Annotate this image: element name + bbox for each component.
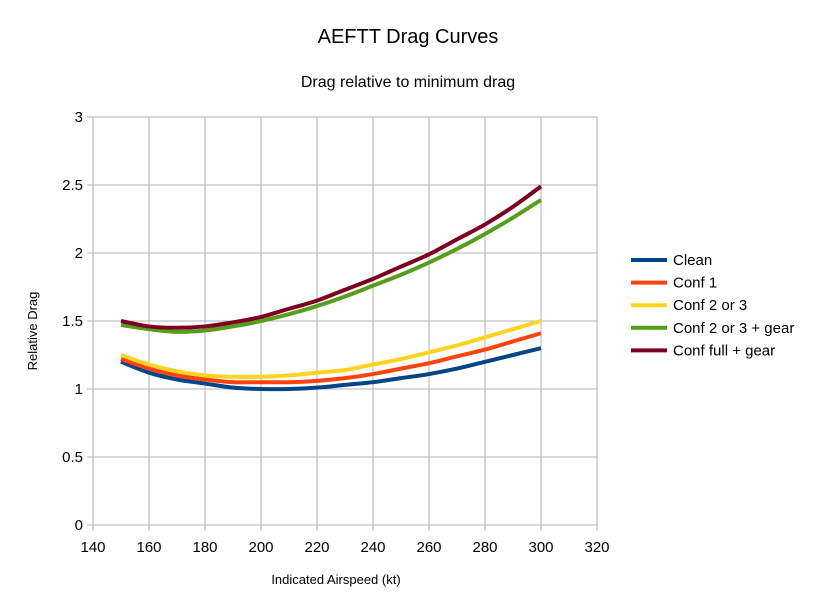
y-tick-label: 1: [75, 381, 83, 398]
x-axis-label: Indicated Airspeed (kt): [271, 572, 400, 587]
y-tick-label: 2: [75, 245, 83, 262]
legend-label: Conf 2 or 3: [673, 297, 747, 314]
series-line-0: [120, 346, 542, 392]
series-line-1: [120, 331, 542, 385]
x-tick-label: 300: [528, 539, 553, 556]
x-tick-label: 240: [360, 539, 385, 556]
x-tick-label: 280: [472, 539, 497, 556]
x-tick-labels: 140 160 180 200 220 240 260 280 300 320: [80, 539, 609, 556]
series-line-3: [120, 198, 543, 334]
legend: Clean Conf 1 Conf 2 or 3 Conf 2 or 3 + gear…: [631, 252, 794, 359]
x-tick-label: 140: [80, 539, 105, 556]
series-line-4: [120, 184, 543, 330]
series-lines: [120, 184, 543, 392]
x-tick-label: 320: [584, 539, 609, 556]
x-tick-label: 160: [136, 539, 161, 556]
gridlines: [87, 116, 598, 531]
legend-label: Conf full + gear: [673, 342, 775, 359]
x-tick-label: 260: [416, 539, 441, 556]
legend-label: Conf 1: [673, 275, 717, 292]
y-tick-label: 1.5: [62, 313, 83, 330]
legend-label: Clean: [673, 252, 712, 269]
chart-subtitle: Drag relative to minimum drag: [301, 74, 515, 91]
plot-area-border: [92, 116, 598, 526]
legend-label: Conf 2 or 3 + gear: [673, 320, 794, 337]
series-line-2: [120, 319, 542, 379]
y-tick-labels: 0 0.5 1 1.5 2 2.5 3: [62, 109, 83, 534]
y-tick-label: 0: [75, 517, 83, 534]
x-tick-label: 220: [304, 539, 329, 556]
x-tick-label: 180: [192, 539, 217, 556]
y-tick-label: 3: [75, 109, 83, 126]
x-tick-label: 200: [248, 539, 273, 556]
y-tick-label: 2.5: [62, 177, 83, 194]
chart-title: AEFTT Drag Curves: [318, 26, 499, 48]
y-tick-label: 0.5: [62, 449, 83, 466]
y-axis-label: Relative Drag: [25, 292, 40, 371]
